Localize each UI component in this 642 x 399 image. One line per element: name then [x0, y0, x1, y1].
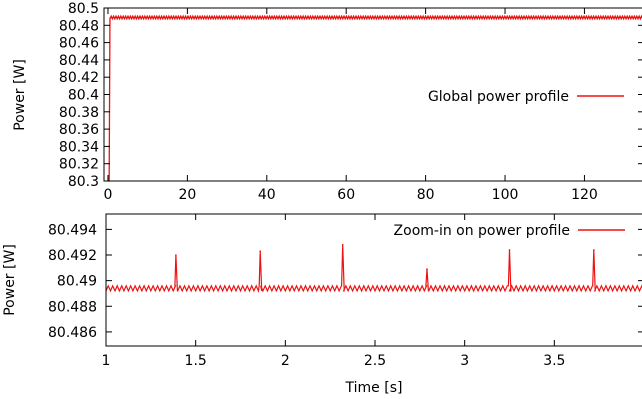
bottom-spike-peak	[259, 250, 262, 252]
top-x-tick-label: 40	[258, 187, 276, 203]
bottom-x-tick-label: 1.5	[185, 353, 207, 369]
bottom-spike-peak	[341, 244, 344, 246]
top-y-tick-label: 80.48	[59, 18, 99, 34]
bottom-x-axis-label: Time [s]	[345, 380, 403, 396]
bottom-spike-peak	[175, 254, 177, 256]
top-y-tick-label: 80.46	[59, 36, 99, 52]
top-y-tick-label: 80.34	[59, 139, 99, 155]
bottom-x-tick-label: 2.5	[364, 353, 386, 369]
bottom-y-tick-label: 80.492	[48, 248, 97, 264]
top-y-tick-label: 80.44	[59, 53, 99, 69]
bottom-spike-peak	[508, 249, 511, 251]
bottom-panel: 80.486 80.488 80.49 80.492 80.494 1 1.5 2 2.5 3 3…	[2, 213, 642, 396]
bottom-spike-peak	[593, 249, 595, 251]
top-x-tick-label: 80	[417, 187, 435, 203]
top-y-tick-label: 80.32	[59, 157, 99, 173]
top-x-tick-label: 60	[337, 187, 355, 203]
top-x-tick-label: 120	[571, 187, 598, 203]
bottom-series-line	[105, 244, 642, 294]
bottom-legend-label: Zoom-in on power profile	[394, 223, 570, 239]
top-y-tick-label: 80.4	[68, 88, 99, 104]
top-y-ticks: 80.380.3280.3480.3680.3880.480.4280.4480…	[59, 1, 642, 190]
bottom-y-tick-label: 80.488	[48, 299, 97, 315]
top-legend-label: Global power profile	[428, 89, 569, 105]
top-plot-marks	[107, 14, 642, 182]
bottom-x-ticks: 11.522.533.54	[102, 214, 565, 369]
top-x-tick-label: 100	[492, 187, 519, 203]
bottom-x-tick-label: 2	[281, 353, 290, 369]
top-y-axis-label: Power [W]	[12, 59, 28, 131]
top-series-line	[107, 14, 642, 182]
bottom-y-ticks: 80.486 80.488 80.49 80.492 80.494	[48, 222, 642, 341]
top-y-tick-label: 80.3	[68, 174, 99, 190]
top-y-tick-label: 80.38	[59, 105, 99, 121]
bottom-y-tick-label: 80.494	[48, 222, 97, 238]
top-y-tick-label: 80.42	[59, 70, 99, 86]
bottom-y-axis-label: Power [W]	[2, 244, 18, 316]
top-panel: 80.380.3280.3480.3680.3880.480.4280.4480…	[12, 1, 642, 203]
bottom-y-tick-label: 80.486	[48, 325, 97, 341]
top-legend: Global power profile	[428, 89, 624, 105]
bottom-x-tick-label: 1	[102, 353, 111, 369]
bottom-y-tick-label: 80.49	[57, 274, 97, 290]
bottom-spike-peak	[426, 268, 428, 270]
top-x-ticks: 0 20 40 60 80 100 120	[104, 8, 598, 203]
bottom-plot-marks	[105, 244, 642, 294]
top-y-tick-label: 80.5	[68, 1, 99, 17]
bottom-legend: Zoom-in on power profile	[394, 223, 625, 239]
bottom-x-tick-label: 3.5	[543, 353, 565, 369]
top-y-tick-label: 80.36	[59, 122, 99, 138]
top-x-tick-label: 20	[178, 187, 196, 203]
bottom-x-tick-label: 3	[460, 353, 469, 369]
top-x-tick-label: 0	[104, 187, 113, 203]
